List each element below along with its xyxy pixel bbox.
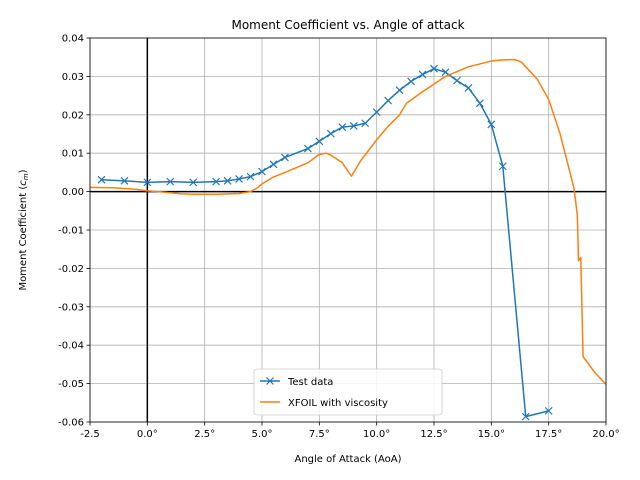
data-point-marker bbox=[544, 406, 553, 415]
data-point-marker bbox=[235, 175, 243, 183]
data-point-marker bbox=[349, 122, 358, 130]
tick-layer: -2.5 0.0° 2.5° 5.0° 7.5° 10.0° 12.5° 15.0° 17.5°… bbox=[58, 34, 620, 441]
data-point-marker bbox=[143, 178, 152, 187]
chart-title: Moment Coefficient vs. Angle of attack bbox=[231, 18, 464, 32]
y-tick-label: -0.05 bbox=[58, 379, 84, 390]
y-tick-label: 0.00 bbox=[62, 187, 84, 198]
data-point-marker bbox=[487, 120, 496, 129]
data-point-marker bbox=[395, 86, 404, 95]
x-tick-label: 10.0° bbox=[363, 429, 390, 440]
data-point-marker bbox=[464, 83, 473, 92]
y-tick-label: -0.01 bbox=[58, 226, 84, 237]
x-tick-label: 20.0° bbox=[592, 429, 619, 440]
y-axis-title: Moment Coefficient (cm) bbox=[18, 169, 30, 290]
y-tick-label: 0.03 bbox=[62, 72, 84, 83]
legend: Test data XFOIL with viscosity bbox=[253, 368, 443, 416]
y-axis-title-close: ) bbox=[18, 169, 29, 173]
x-axis-title: Angle of Attack (AoA) bbox=[295, 454, 402, 465]
legend-label: Test data bbox=[287, 377, 333, 388]
data-point-marker bbox=[97, 175, 106, 184]
x-tick-label: 7.5° bbox=[309, 429, 330, 440]
x-tick-label: 17.5° bbox=[535, 429, 562, 440]
x-tick-label: 5.0° bbox=[252, 429, 273, 440]
data-point-marker bbox=[315, 137, 324, 146]
x-tick-label: 12.5° bbox=[420, 429, 447, 440]
data-point-marker bbox=[166, 177, 175, 186]
data-point-marker bbox=[258, 167, 266, 176]
data-point-marker bbox=[303, 144, 312, 153]
data-point-marker bbox=[269, 160, 278, 169]
x-tick-label: -2.5 bbox=[80, 429, 100, 440]
data-point-marker bbox=[521, 412, 530, 421]
y-tick-label: -0.03 bbox=[58, 302, 84, 313]
y-axis-title-text: Moment Coefficient ( bbox=[18, 186, 29, 291]
data-point-marker bbox=[407, 77, 415, 86]
x-tick-label: 0.0° bbox=[137, 429, 158, 440]
y-tick-label: 0.02 bbox=[62, 110, 84, 121]
y-tick-label: -0.06 bbox=[58, 418, 84, 429]
data-point-marker bbox=[326, 129, 335, 138]
data-point-marker bbox=[430, 64, 438, 73]
legend-box bbox=[253, 368, 443, 416]
data-point-marker bbox=[189, 178, 198, 187]
data-point-marker bbox=[384, 96, 393, 105]
data-point-marker bbox=[475, 99, 484, 108]
data-point-marker bbox=[120, 176, 129, 185]
data-point-marker bbox=[453, 76, 461, 85]
reference-lines bbox=[90, 38, 606, 422]
data-point-marker bbox=[498, 162, 507, 171]
data-point-marker bbox=[361, 119, 370, 128]
data-point-marker bbox=[246, 172, 255, 181]
series-line-2 bbox=[89, 58, 607, 385]
y-tick-label: 0.04 bbox=[62, 34, 84, 45]
data-point-marker bbox=[418, 70, 427, 79]
data-point-marker bbox=[372, 108, 381, 117]
legend-label: XFOIL with viscosity bbox=[288, 398, 388, 409]
y-tick-label: -0.02 bbox=[58, 264, 84, 275]
y-axis-title-subscript: m bbox=[22, 173, 30, 180]
data-point-marker bbox=[212, 177, 221, 186]
data-point-marker bbox=[338, 123, 347, 132]
legend-marker bbox=[266, 377, 274, 385]
series-layer bbox=[89, 58, 607, 421]
y-tick-label: 0.01 bbox=[62, 149, 84, 160]
x-tick-label: 2.5° bbox=[194, 429, 215, 440]
data-point-marker bbox=[281, 153, 289, 162]
y-axis-title-symbol: c bbox=[18, 180, 29, 186]
y-tick-label: -0.04 bbox=[58, 341, 84, 352]
x-tick-label: 15.0° bbox=[478, 429, 505, 440]
data-point-marker bbox=[223, 176, 232, 185]
data-point-marker bbox=[441, 68, 450, 77]
